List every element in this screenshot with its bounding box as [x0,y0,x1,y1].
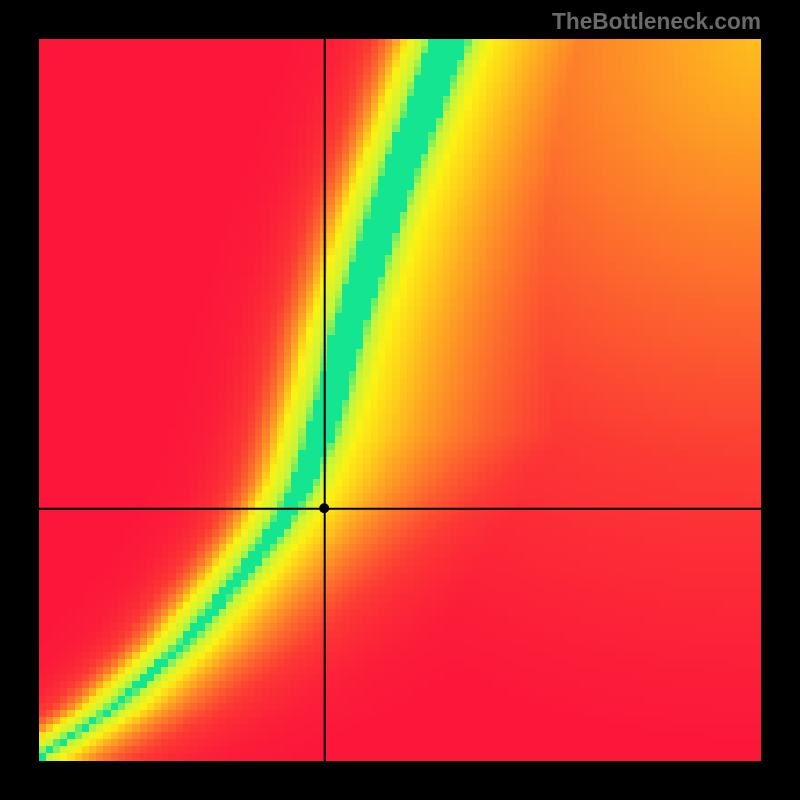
watermark-text: TheBottleneck.com [552,8,761,35]
bottleneck-heatmap [39,39,761,761]
chart-container: TheBottleneck.com [0,0,800,800]
